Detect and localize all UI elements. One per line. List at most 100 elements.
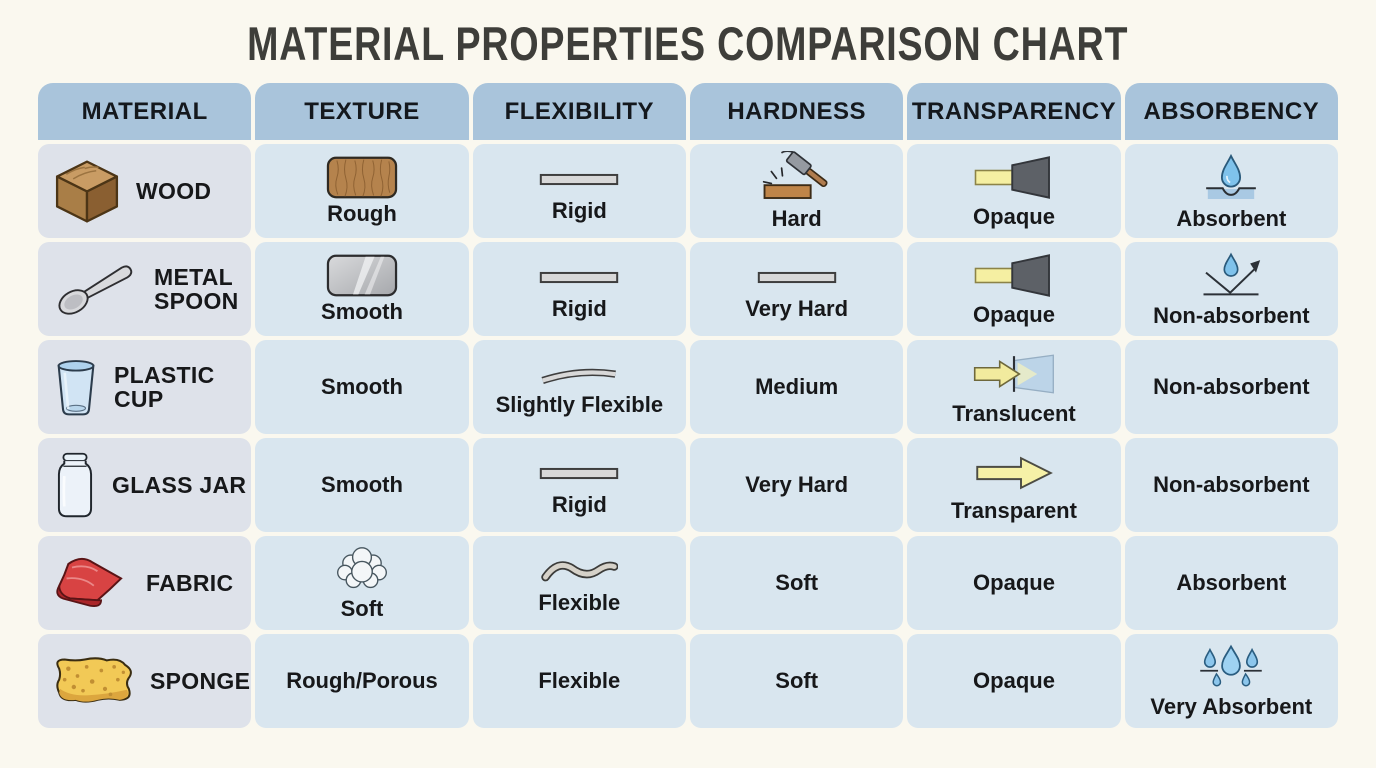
droplet-bounce-icon <box>1199 251 1263 301</box>
texture-cell: Smooth <box>255 242 469 336</box>
cell-label: Flexible <box>538 589 621 615</box>
cell-label: Non-absorbent <box>1153 472 1310 498</box>
material-cell: SPONGE <box>38 634 252 728</box>
rigid-bar-icon <box>539 467 619 480</box>
cell-label: Opaque <box>973 302 1055 328</box>
cell-label: Transparent <box>951 497 1077 523</box>
cell-label: Flexible <box>538 668 621 694</box>
cell-label: Translucent <box>952 400 1076 426</box>
curved-bar-icon <box>539 365 619 386</box>
cell-label: Soft <box>775 570 819 596</box>
hardness-cell: Hard <box>689 144 904 238</box>
transparency-cell: Opaque <box>907 634 1121 728</box>
hardness-cell: Medium <box>689 340 904 434</box>
material-cell: GLASS JAR <box>38 438 252 532</box>
cell-label: Soft <box>775 668 819 694</box>
cell-label: Opaque <box>973 668 1055 694</box>
transparency-cell: Opaque <box>907 144 1121 238</box>
column-header-transparency: TRANSPARENCY <box>907 83 1121 140</box>
cell-label: WOOD <box>136 177 212 204</box>
cell-label: Hard <box>771 206 822 232</box>
transparency-cell: Translucent <box>907 340 1121 434</box>
flexibility-cell: Slightly Flexible <box>472 340 686 434</box>
cell-label: Rigid <box>551 198 607 224</box>
cell-label: Non-absorbent <box>1153 302 1310 328</box>
cell-label: Rigid <box>551 296 607 322</box>
fabric-cloth-icon <box>50 553 134 613</box>
absorbency-cell: Absorbent <box>1124 536 1338 630</box>
transparency-cell: Opaque <box>907 242 1121 336</box>
cell-label: Opaque <box>973 204 1055 230</box>
flexibility-cell: Flexible <box>472 634 686 728</box>
title-wrap: MATERIAL PROPERTIES COMPARISON CHART <box>0 16 1376 71</box>
column-header-texture: TEXTURE <box>255 83 469 140</box>
material-cell: WOOD <box>38 144 252 238</box>
cell-label: GLASS JAR <box>112 471 247 498</box>
column-header-material: MATERIAL <box>38 83 252 140</box>
wavy-bar-icon <box>540 556 618 586</box>
cell-label: Smooth <box>321 374 403 400</box>
hardness-cell: Soft <box>689 634 904 728</box>
plastic-cup-icon <box>50 357 102 418</box>
cell-label: Absorbent <box>1176 570 1287 596</box>
hammer-plank-icon <box>759 151 835 204</box>
material-cell: FABRIC <box>38 536 252 630</box>
cell-label: Non-absorbent <box>1153 374 1310 400</box>
cell-label: FABRIC <box>146 569 234 596</box>
flexibility-cell: Rigid <box>472 242 686 336</box>
sponge-icon <box>50 654 138 709</box>
texture-cell: Soft <box>255 536 469 630</box>
cell-label: Smooth <box>321 472 403 498</box>
hardness-cell: Very Hard <box>689 438 904 532</box>
absorbency-cell: Non-absorbent <box>1124 438 1338 532</box>
cell-label: Very Hard <box>745 472 849 498</box>
cell-label: Rough/Porous <box>286 668 438 694</box>
wood-grain-swatch-icon <box>326 156 398 199</box>
cell-label: Very Absorbent <box>1150 694 1313 720</box>
flexibility-cell: Rigid <box>472 144 686 238</box>
material-cell: METAL SPOON <box>38 242 252 336</box>
transparency-cell: Transparent <box>907 438 1121 532</box>
metal-spoon-icon <box>50 257 142 321</box>
cell-label: Slightly Flexible <box>495 392 664 418</box>
light-partial-icon <box>968 349 1060 399</box>
texture-cell: Smooth <box>255 438 469 532</box>
rigid-bar-icon <box>539 173 619 186</box>
cell-label: Rough <box>327 201 397 227</box>
texture-cell: Rough/Porous <box>255 634 469 728</box>
absorbency-cell: Absorbent <box>1124 144 1338 238</box>
material-cell: PLASTIC CUP <box>38 340 252 434</box>
cell-label: SPONGE <box>150 667 251 694</box>
flexibility-cell: Flexible <box>472 536 686 630</box>
cell-label: METAL SPOON <box>154 263 239 314</box>
droplets-many-icon <box>1197 643 1265 692</box>
cell-label: Opaque <box>973 570 1055 596</box>
hardness-cell: Very Hard <box>689 242 904 336</box>
glass-jar-icon <box>50 451 100 519</box>
wood-cube-icon <box>50 157 124 226</box>
column-header-flexibility: FLEXIBILITY <box>472 83 686 140</box>
page-title: MATERIAL PROPERTIES COMPARISON CHART <box>247 17 1129 70</box>
cell-label: Soft <box>340 595 384 621</box>
comparison-table: MATERIAL TEXTURE FLEXIBILITY HARDNESS TR… <box>38 83 1338 728</box>
cell-label: Smooth <box>321 299 403 325</box>
droplet-absorbed-icon <box>1201 151 1261 204</box>
absorbency-cell: Non-absorbent <box>1124 340 1338 434</box>
light-blocked-icon <box>972 251 1056 300</box>
cell-label: Medium <box>755 374 839 400</box>
absorbency-cell: Non-absorbent <box>1124 242 1338 336</box>
texture-cell: Smooth <box>255 340 469 434</box>
cell-label: Rigid <box>551 492 607 518</box>
column-header-absorbency: ABSORBENCY <box>1124 83 1338 140</box>
light-passes-icon <box>972 452 1056 494</box>
texture-cell: Rough <box>255 144 469 238</box>
hardness-cell: Soft <box>689 536 904 630</box>
light-blocked-icon <box>972 153 1056 202</box>
transparency-cell: Opaque <box>907 536 1121 630</box>
cell-label: PLASTIC CUP <box>114 361 215 412</box>
cell-label: Very Hard <box>745 296 849 322</box>
rigid-bar-icon <box>539 271 619 284</box>
rigid-bar-icon <box>757 271 837 284</box>
absorbency-cell: Very Absorbent <box>1124 634 1338 728</box>
